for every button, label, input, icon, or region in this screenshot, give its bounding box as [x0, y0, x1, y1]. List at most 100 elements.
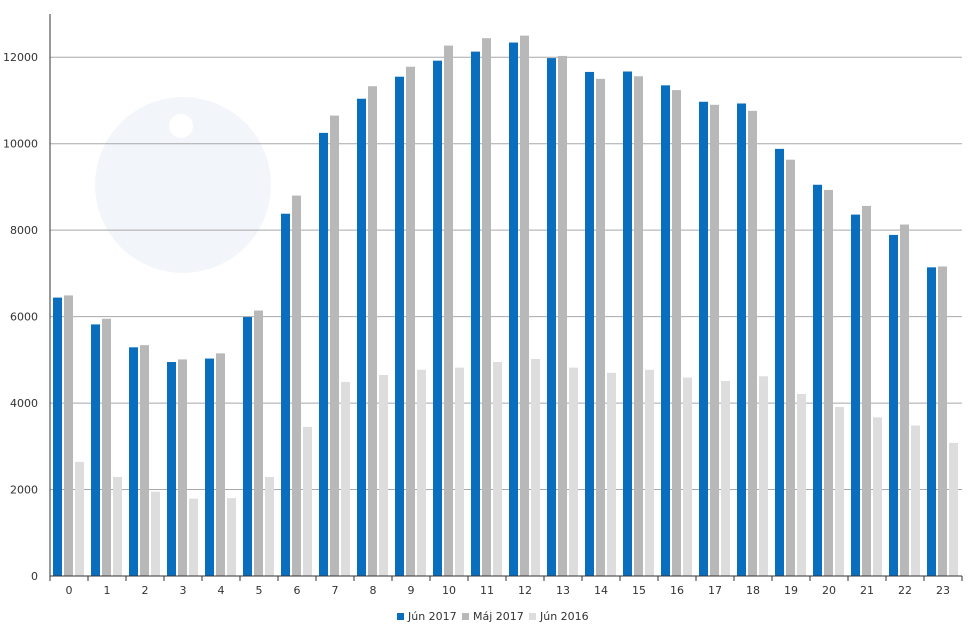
- bar-5-series-2[interactable]: [265, 477, 274, 576]
- bar-1-series-1[interactable]: [102, 318, 111, 576]
- x-tick-label: 19: [784, 584, 798, 597]
- bar-11-series-1[interactable]: [482, 38, 491, 577]
- bar-4-series-1[interactable]: [216, 353, 225, 576]
- x-tick-label: 12: [518, 584, 532, 597]
- legend-item-2[interactable]: Jún 2016: [529, 610, 589, 623]
- x-axis-ticks: 0 1 2 3 4 5 6 7 8 9 10 11 12 13 14 15 16 17 18 19 20 21 22 23: [49, 576, 963, 597]
- bar-8-series-1[interactable]: [368, 86, 377, 577]
- y-tick-label: 6000: [10, 311, 38, 324]
- x-tick-label: 14: [594, 584, 608, 597]
- bar-0-series-0[interactable]: [53, 297, 62, 576]
- bar-19-series-2[interactable]: [797, 393, 806, 576]
- bar-15-series-2[interactable]: [645, 369, 654, 576]
- y-tick-label: 10000: [3, 138, 38, 151]
- legend-item-0[interactable]: Jún 2017: [397, 610, 457, 623]
- x-tick-label: 22: [898, 584, 912, 597]
- bar-20-series-2[interactable]: [835, 406, 844, 576]
- bar-0-series-1[interactable]: [64, 295, 73, 576]
- bar-12-series-0[interactable]: [509, 42, 518, 577]
- bar-13-series-1[interactable]: [558, 55, 567, 577]
- bar-23-series-0[interactable]: [927, 267, 936, 576]
- bar-14-series-2[interactable]: [607, 372, 616, 576]
- bar-17-series-1[interactable]: [710, 104, 719, 577]
- bar-6-series-1[interactable]: [292, 195, 301, 577]
- bar-13-series-0[interactable]: [547, 58, 556, 576]
- bar-21-series-0[interactable]: [851, 214, 860, 577]
- legend-swatch: [529, 613, 536, 620]
- bar-12-series-1[interactable]: [520, 35, 529, 577]
- bar-18-series-1[interactable]: [748, 110, 757, 577]
- bar-11-series-0[interactable]: [471, 51, 480, 576]
- bar-10-series-2[interactable]: [455, 367, 464, 576]
- legend-swatch: [462, 613, 469, 620]
- bar-22-series-2[interactable]: [911, 425, 920, 576]
- bar-5-series-0[interactable]: [243, 317, 252, 576]
- bar-3-series-2[interactable]: [189, 498, 198, 576]
- bar-4-series-2[interactable]: [227, 498, 236, 576]
- bar-18-series-0[interactable]: [737, 103, 746, 576]
- bar-15-series-1[interactable]: [634, 76, 643, 576]
- bar-7-series-1[interactable]: [330, 115, 339, 576]
- bar-0-series-2[interactable]: [75, 461, 84, 576]
- watermark-logo: [95, 97, 271, 273]
- legend-label: Jún 2017: [407, 610, 457, 623]
- legend-item-1[interactable]: Máj 2017: [462, 610, 524, 623]
- legend-label: Máj 2017: [473, 610, 524, 623]
- y-tick-label: 0: [31, 570, 38, 583]
- bar-15-series-0[interactable]: [623, 71, 632, 577]
- bar-7-series-2[interactable]: [341, 381, 350, 576]
- x-tick-label: 1: [104, 584, 111, 597]
- bar-14-series-0[interactable]: [585, 71, 594, 576]
- x-tick-label: 20: [822, 584, 836, 597]
- bar-4-series-0[interactable]: [205, 358, 214, 576]
- bar-11-series-2[interactable]: [493, 362, 502, 576]
- bar-21-series-1[interactable]: [862, 205, 871, 576]
- x-tick-label: 15: [632, 584, 646, 597]
- y-tick-label: 8000: [10, 224, 38, 237]
- x-tick-label: 16: [670, 584, 684, 597]
- bar-20-series-0[interactable]: [813, 184, 822, 576]
- y-tick-label: 4000: [10, 397, 38, 410]
- bar-16-series-0[interactable]: [661, 85, 670, 576]
- bar-5-series-1[interactable]: [254, 310, 263, 576]
- bar-9-series-2[interactable]: [417, 369, 426, 576]
- bar-2-series-0[interactable]: [129, 347, 138, 576]
- bar-3-series-1[interactable]: [178, 359, 187, 576]
- bar-3-series-0[interactable]: [167, 362, 176, 576]
- bar-9-series-0[interactable]: [395, 76, 404, 576]
- bar-18-series-2[interactable]: [759, 376, 768, 576]
- bar-14-series-1[interactable]: [596, 78, 605, 576]
- bar-10-series-0[interactable]: [433, 60, 442, 577]
- x-tick-label: 10: [442, 584, 456, 597]
- bar-8-series-0[interactable]: [357, 98, 366, 577]
- bar-23-series-1[interactable]: [938, 266, 947, 576]
- bar-1-series-0[interactable]: [91, 324, 100, 576]
- bar-12-series-2[interactable]: [531, 358, 540, 576]
- bar-22-series-0[interactable]: [889, 234, 898, 576]
- bar-20-series-1[interactable]: [824, 189, 833, 577]
- bar-19-series-0[interactable]: [775, 148, 784, 576]
- bar-6-series-0[interactable]: [281, 213, 290, 577]
- bar-17-series-2[interactable]: [721, 381, 730, 576]
- x-tick-label: 2: [142, 584, 149, 597]
- bar-16-series-2[interactable]: [683, 377, 692, 576]
- x-tick-label: 3: [180, 584, 187, 597]
- bar-9-series-1[interactable]: [406, 66, 415, 576]
- bar-8-series-2[interactable]: [379, 374, 388, 576]
- bar-10-series-1[interactable]: [444, 45, 453, 576]
- bar-2-series-1[interactable]: [140, 345, 149, 576]
- bar-22-series-1[interactable]: [900, 224, 909, 576]
- x-tick-label: 17: [708, 584, 722, 597]
- bar-16-series-1[interactable]: [672, 90, 681, 576]
- bar-13-series-2[interactable]: [569, 367, 578, 576]
- bar-23-series-2[interactable]: [949, 442, 958, 576]
- bar-6-series-2[interactable]: [303, 426, 312, 576]
- bar-2-series-2[interactable]: [151, 491, 160, 576]
- x-tick-label: 9: [408, 584, 415, 597]
- bar-21-series-2[interactable]: [873, 417, 882, 576]
- bar-17-series-0[interactable]: [699, 101, 708, 577]
- bar-19-series-1[interactable]: [786, 159, 795, 577]
- y-tick-label: 2000: [10, 484, 38, 497]
- bar-1-series-2[interactable]: [113, 477, 122, 576]
- bar-7-series-0[interactable]: [319, 132, 328, 576]
